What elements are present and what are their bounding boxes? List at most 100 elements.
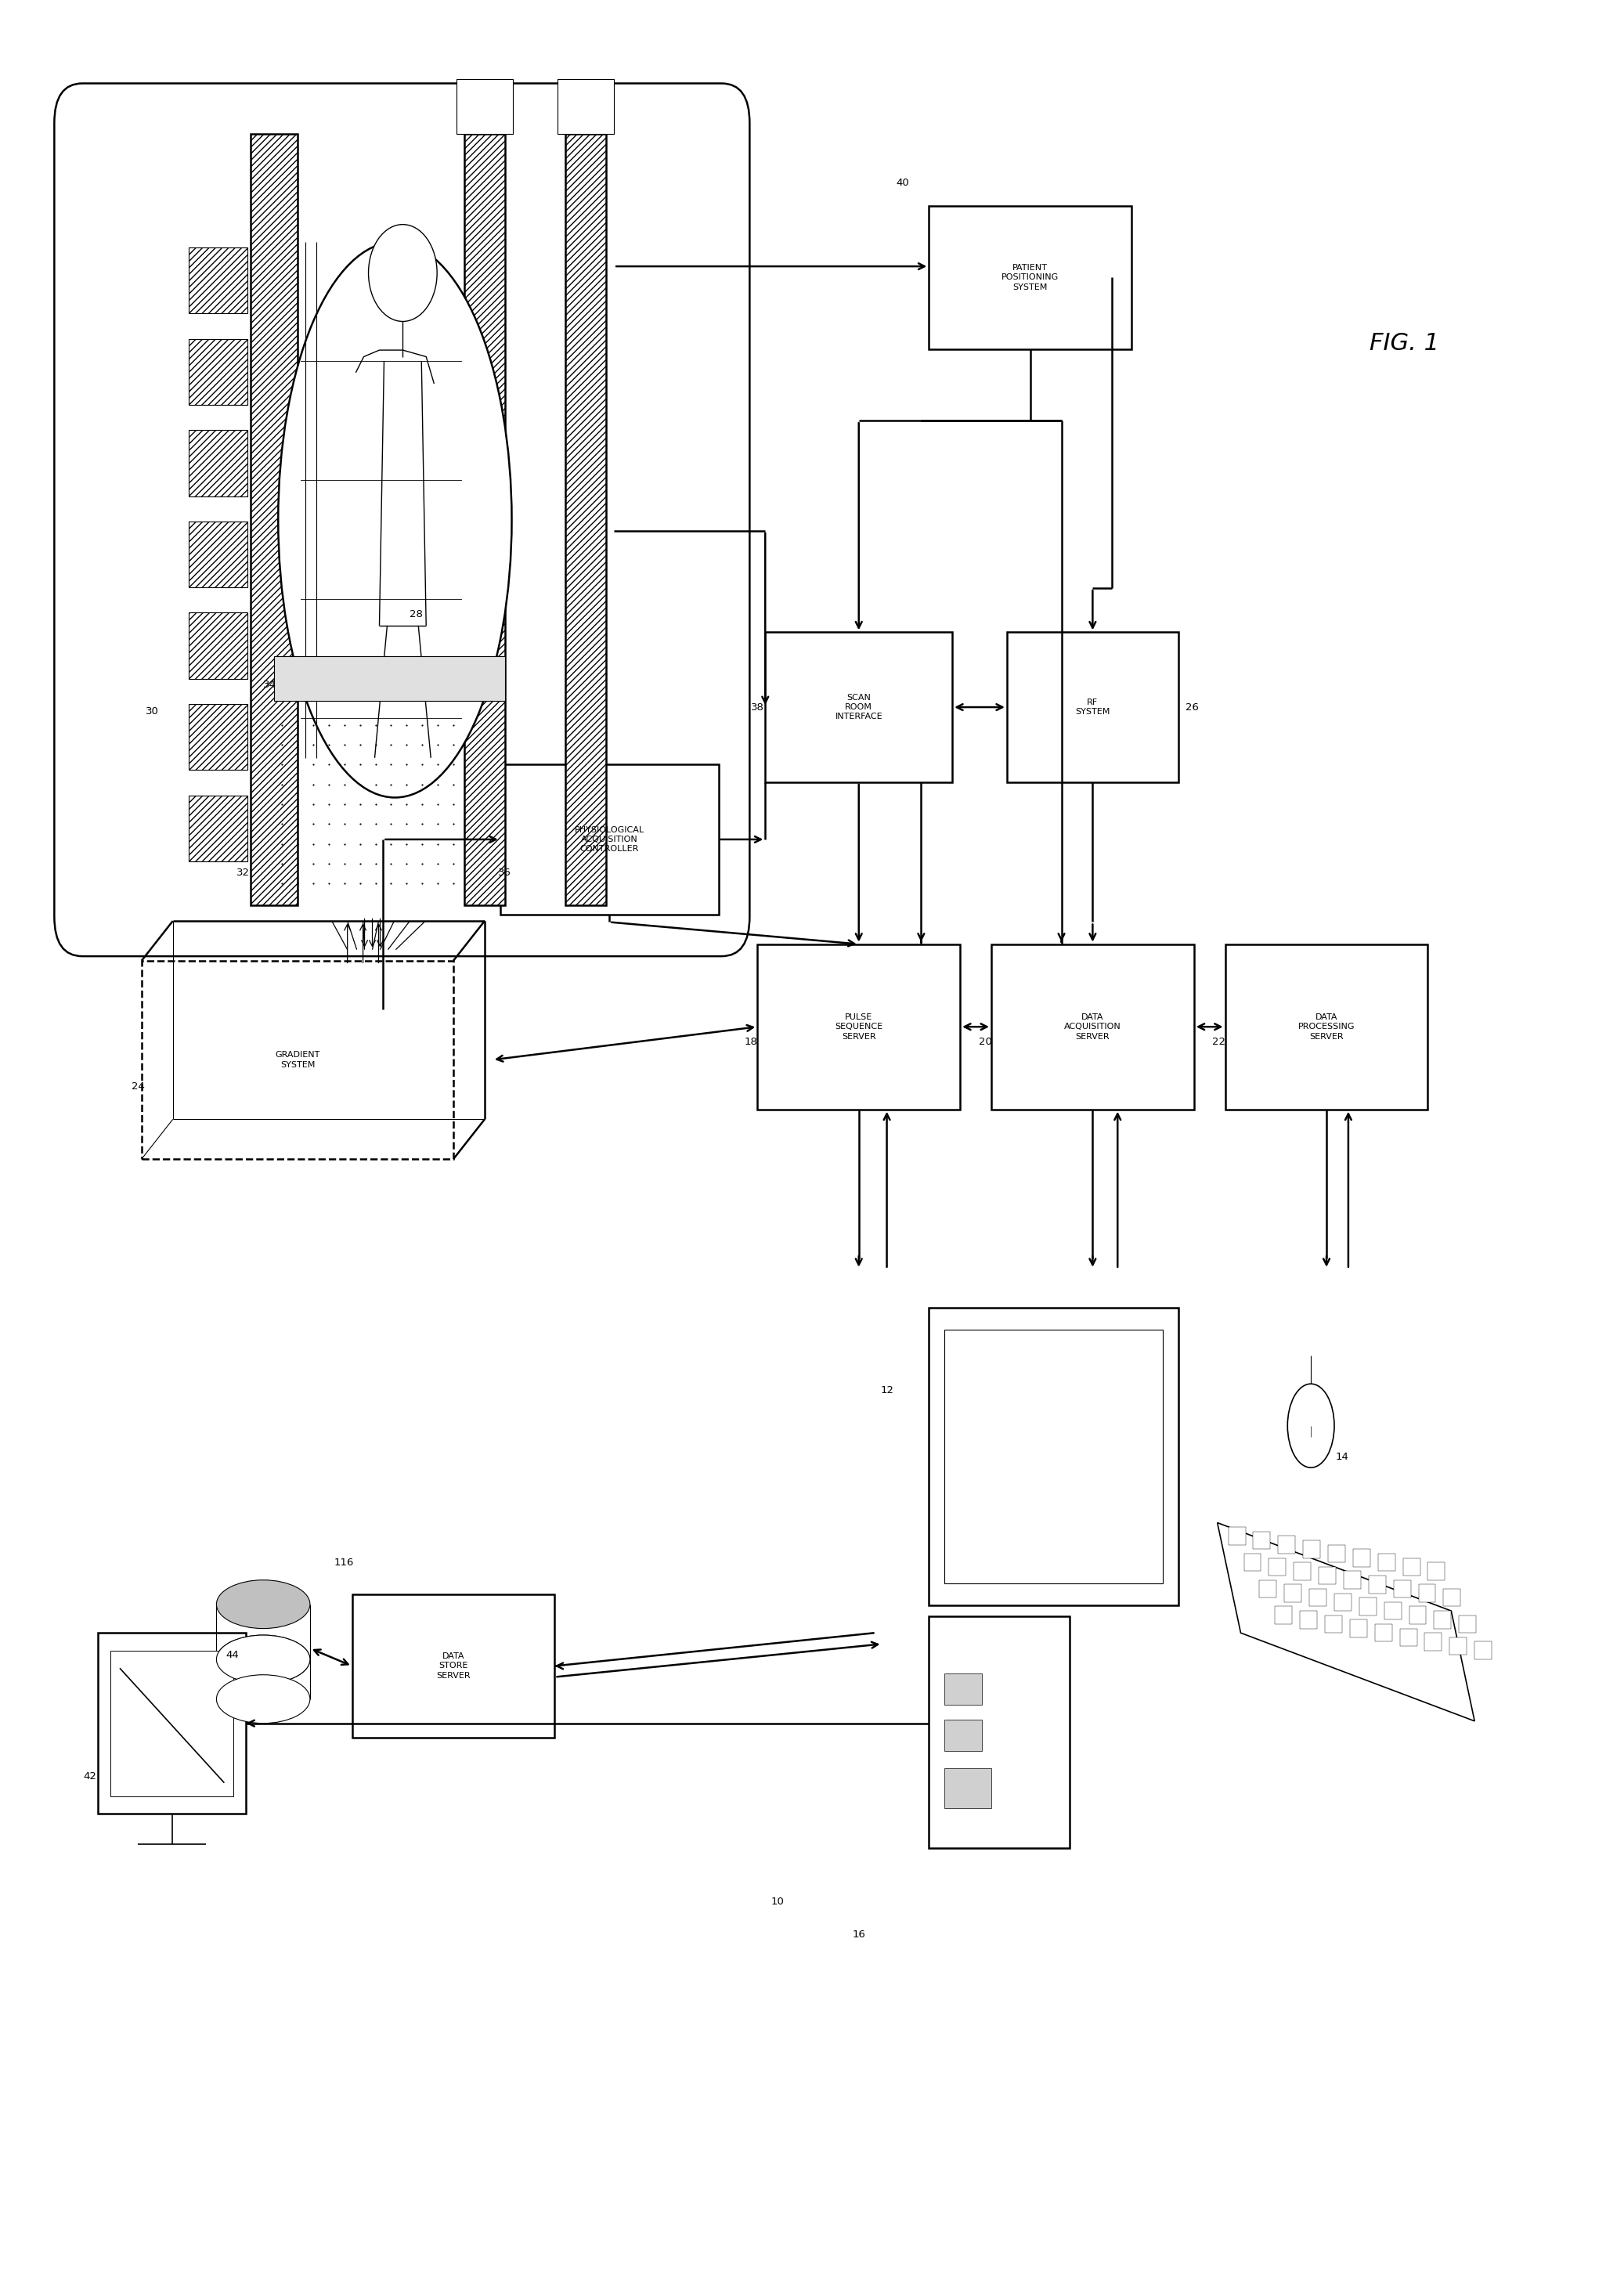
Bar: [188, 613, 247, 680]
Ellipse shape: [216, 1635, 310, 1683]
Bar: [1350, 1619, 1367, 1637]
FancyBboxPatch shape: [141, 960, 453, 1159]
Bar: [945, 1720, 983, 1752]
Text: 44: 44: [226, 1651, 239, 1660]
Text: PULSE
SEQUENCE
SERVER: PULSE SEQUENCE SERVER: [835, 1013, 883, 1040]
Bar: [188, 429, 247, 496]
Text: 14: 14: [1335, 1451, 1348, 1463]
Text: DATA
STORE
SERVER: DATA STORE SERVER: [437, 1653, 471, 1681]
Bar: [1475, 1642, 1492, 1660]
Bar: [188, 340, 247, 404]
Text: 24: 24: [132, 1081, 145, 1091]
FancyBboxPatch shape: [765, 631, 952, 783]
Bar: [188, 705, 247, 769]
Text: 36: 36: [499, 868, 512, 877]
Text: RF
SYSTEM: RF SYSTEM: [1075, 698, 1109, 716]
Bar: [1268, 1559, 1286, 1575]
Bar: [1410, 1607, 1426, 1623]
FancyBboxPatch shape: [1224, 944, 1427, 1109]
FancyBboxPatch shape: [929, 207, 1132, 349]
Bar: [1244, 1554, 1260, 1570]
Text: 116: 116: [335, 1557, 354, 1568]
Bar: [1384, 1603, 1402, 1619]
Text: 26: 26: [1186, 703, 1199, 712]
Bar: [464, 133, 505, 905]
Bar: [188, 521, 247, 588]
Bar: [1309, 1589, 1327, 1607]
Bar: [565, 133, 606, 905]
Text: DATA
ACQUISITION
SERVER: DATA ACQUISITION SERVER: [1064, 1013, 1121, 1040]
Bar: [188, 521, 247, 588]
Bar: [1400, 1628, 1416, 1646]
Bar: [464, 133, 505, 905]
FancyBboxPatch shape: [945, 1329, 1163, 1584]
Bar: [1228, 1527, 1246, 1545]
Bar: [1328, 1545, 1345, 1561]
FancyBboxPatch shape: [929, 1309, 1179, 1605]
Bar: [559, 78, 614, 133]
Bar: [945, 1674, 983, 1704]
FancyBboxPatch shape: [929, 1616, 1069, 1848]
Text: 30: 30: [146, 707, 159, 716]
Bar: [1260, 1580, 1276, 1598]
Bar: [1294, 1561, 1311, 1580]
Bar: [1353, 1550, 1371, 1566]
Bar: [188, 248, 247, 315]
Text: DATA
PROCESSING
SERVER: DATA PROCESSING SERVER: [1298, 1013, 1354, 1040]
Bar: [1335, 1593, 1351, 1612]
FancyBboxPatch shape: [500, 765, 718, 914]
FancyBboxPatch shape: [110, 1651, 234, 1795]
Text: SCAN
ROOM
INTERFACE: SCAN ROOM INTERFACE: [835, 693, 882, 721]
Text: PHYSIOLOGICAL
ACQUISITION
CONTROLLER: PHYSIOLOGICAL ACQUISITION CONTROLLER: [575, 827, 645, 854]
Bar: [250, 133, 297, 905]
Text: 42: 42: [83, 1770, 97, 1782]
Bar: [1427, 1561, 1445, 1580]
Bar: [1275, 1607, 1293, 1623]
Bar: [188, 248, 247, 315]
Text: 16: 16: [853, 1931, 866, 1940]
FancyBboxPatch shape: [757, 944, 960, 1109]
Bar: [1424, 1632, 1442, 1651]
Bar: [456, 78, 513, 133]
Bar: [1285, 1584, 1301, 1603]
FancyBboxPatch shape: [1007, 631, 1179, 783]
Bar: [1450, 1637, 1466, 1655]
Circle shape: [369, 225, 437, 321]
Bar: [1444, 1589, 1460, 1607]
FancyBboxPatch shape: [352, 1593, 555, 1738]
Text: 28: 28: [409, 608, 422, 620]
Bar: [188, 794, 247, 861]
Bar: [1278, 1536, 1296, 1554]
Bar: [1359, 1598, 1377, 1616]
FancyBboxPatch shape: [54, 83, 750, 955]
Bar: [1299, 1612, 1317, 1628]
Bar: [1393, 1580, 1411, 1598]
Bar: [945, 1768, 991, 1809]
Bar: [188, 705, 247, 769]
Bar: [1434, 1612, 1452, 1628]
Bar: [1458, 1616, 1476, 1632]
Text: 32: 32: [237, 868, 250, 877]
FancyBboxPatch shape: [97, 1632, 247, 1814]
Bar: [188, 340, 247, 404]
Ellipse shape: [216, 1635, 310, 1683]
Bar: [188, 794, 247, 861]
Bar: [250, 133, 297, 905]
Text: 34: 34: [263, 680, 276, 691]
Bar: [1403, 1559, 1419, 1575]
Bar: [1302, 1541, 1320, 1559]
FancyBboxPatch shape: [991, 944, 1194, 1109]
Bar: [1254, 1531, 1270, 1550]
Ellipse shape: [216, 1580, 310, 1628]
Ellipse shape: [1288, 1384, 1335, 1467]
Text: GRADIENT
SYSTEM: GRADIENT SYSTEM: [274, 1052, 320, 1068]
Text: 10: 10: [771, 1896, 784, 1908]
Text: FIG. 1: FIG. 1: [1369, 333, 1439, 356]
Polygon shape: [1218, 1522, 1475, 1722]
Text: 12: 12: [880, 1384, 893, 1396]
Ellipse shape: [278, 241, 512, 797]
Bar: [565, 133, 606, 905]
Text: 18: 18: [744, 1038, 758, 1047]
Text: PATIENT
POSITIONING
SYSTEM: PATIENT POSITIONING SYSTEM: [1002, 264, 1059, 292]
Bar: [1377, 1554, 1395, 1570]
